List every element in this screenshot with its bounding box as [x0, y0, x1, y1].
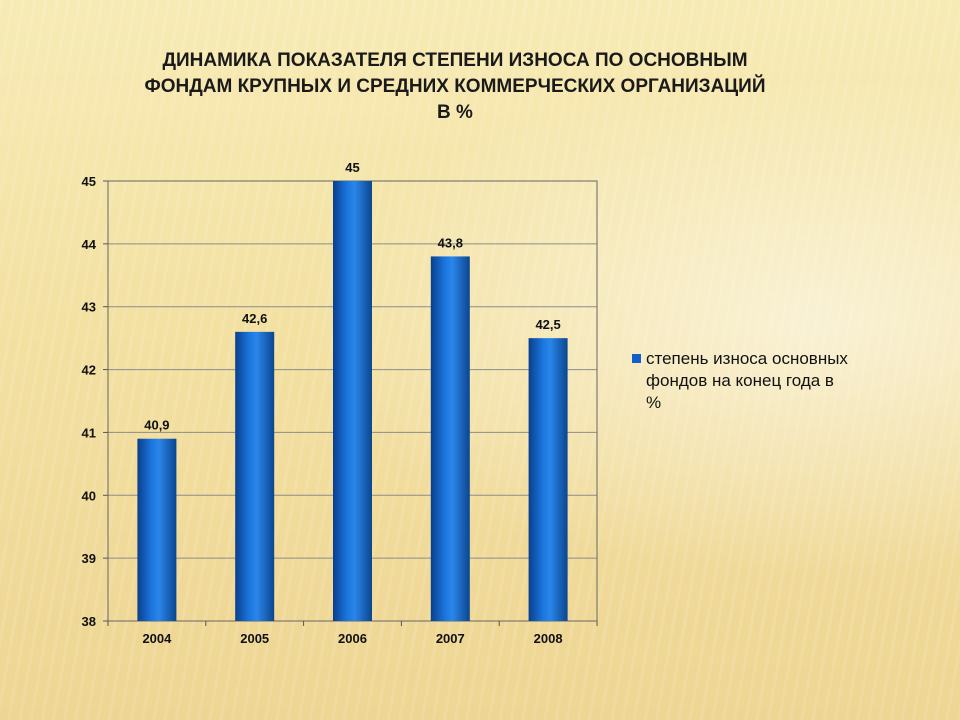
bar	[235, 331, 275, 621]
y-tick-label: 39	[82, 551, 96, 566]
y-tick-label: 45	[82, 174, 96, 189]
bar	[528, 338, 568, 621]
y-tick-label: 40	[82, 488, 96, 503]
data-label: 42,5	[535, 317, 560, 332]
y-tick-label: 44	[82, 237, 97, 252]
data-label: 42,6	[242, 311, 267, 326]
bar	[430, 256, 470, 621]
data-label: 43,8	[438, 235, 463, 250]
y-tick-label: 38	[82, 614, 96, 629]
data-label: 40,9	[144, 418, 169, 433]
slide-title-line-3: В %	[437, 102, 473, 123]
slide-title-line-1: ДИНАМИКА ПОКАЗАТЕЛЯ СТЕПЕНИ ИЗНОСА ПО ОС…	[162, 50, 748, 71]
plot-area: 38 39 40 41 42 43 44 45 40,9 2004 42,6 2005 45 2006 43…	[82, 160, 598, 646]
bar	[333, 181, 372, 621]
legend-series-name: степень износа основных фондов на конец …	[646, 349, 848, 412]
bar	[137, 438, 177, 621]
y-tick-label: 42	[82, 363, 96, 378]
data-label: 45	[345, 160, 359, 175]
x-tick-label: 2005	[240, 631, 269, 646]
slide-title: ДИНАМИКА ПОКАЗАТЕЛЯ СТЕПЕНИ ИЗНОСА ПО ОС…	[95, 48, 815, 126]
legend: степень износа основных фондов на конец …	[632, 348, 892, 414]
y-tick-label: 43	[82, 300, 96, 315]
y-tick-label: 41	[82, 425, 96, 440]
x-tick-label: 2004	[142, 631, 172, 646]
x-tick-label: 2008	[534, 631, 563, 646]
x-tick-label: 2007	[436, 631, 465, 646]
x-tick-label: 2006	[338, 631, 367, 646]
slide-title-line-2: ФОНДАМ КРУПНЫХ И СРЕДНИХ КОММЕРЧЕСКИХ ОР…	[144, 76, 766, 97]
legend-swatch	[632, 354, 641, 363]
